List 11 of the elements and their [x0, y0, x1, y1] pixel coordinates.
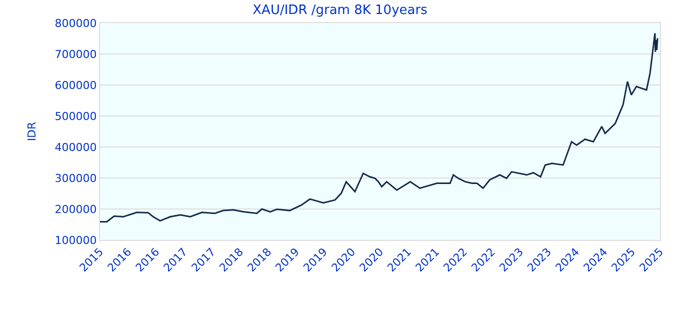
y-tick-label: 700000	[54, 48, 97, 61]
chart-title: XAU/IDR /gram 8K 10years	[252, 2, 428, 18]
y-tick-label: 800000	[54, 16, 97, 30]
y-tick-label: 500000	[54, 110, 97, 123]
y-tick-label: 300000	[54, 172, 97, 185]
y-tick-label: 200000	[54, 202, 97, 216]
y-tick-label: 100000	[54, 234, 97, 247]
y-tick-label: 400000	[54, 140, 97, 154]
y-axis-title: IDR	[25, 121, 38, 142]
y-tick-label: 600000	[54, 78, 97, 92]
line-series	[100, 32, 658, 222]
